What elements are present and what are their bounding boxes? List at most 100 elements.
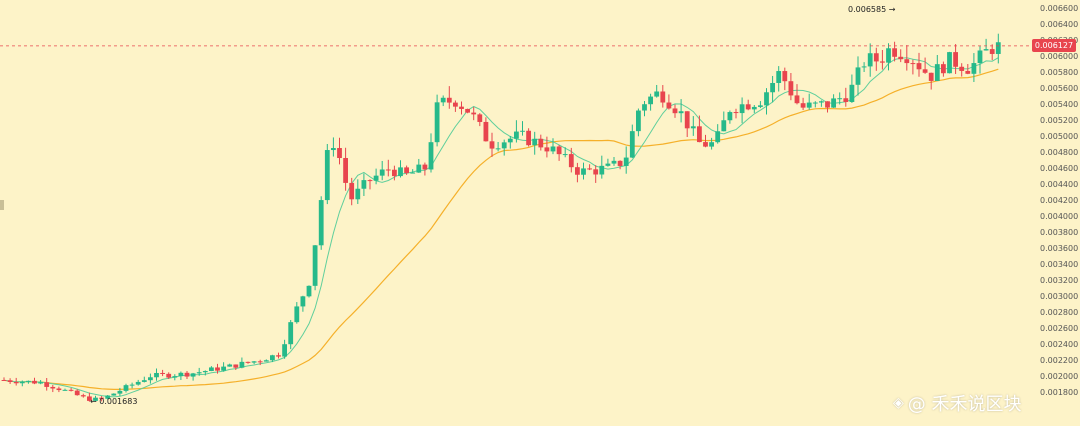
candle-up [514, 120, 519, 143]
candle-up [849, 74, 855, 103]
candle-down [1, 377, 7, 381]
candle-body [38, 382, 43, 384]
candle-up [654, 84, 660, 98]
watermark-text: @ 禾禾说区块 [907, 394, 1022, 415]
pane-resize-handle[interactable] [0, 200, 4, 210]
candle-body [355, 188, 361, 200]
candle-body [453, 102, 458, 107]
candle-body [257, 361, 263, 363]
candle-down [556, 144, 562, 161]
candle-body [178, 372, 184, 377]
y-axis: 0.0066000.0064000.0062000.0060000.005800… [1040, 4, 1078, 397]
candle-body [831, 98, 836, 108]
candle-up [379, 160, 385, 181]
candle-body [306, 285, 312, 297]
candle-down [32, 377, 37, 385]
candle-body [318, 200, 324, 246]
candle-up [623, 146, 629, 174]
candle-up [190, 372, 196, 381]
high-annotation: 0.006585 → [848, 5, 896, 14]
candle-down [697, 115, 702, 143]
candle-body [971, 63, 977, 74]
candle-up [373, 168, 379, 185]
candle-body [440, 97, 446, 103]
candle-body [324, 150, 330, 201]
candle-body [154, 372, 159, 378]
candle-body [727, 112, 733, 121]
candle-up [398, 160, 403, 178]
candle-up [38, 380, 43, 385]
candle-down [745, 99, 751, 111]
candle-body [892, 48, 897, 57]
candle-body [221, 366, 226, 371]
y-tick-label: 0.002600 [1040, 324, 1078, 333]
candle-down [471, 106, 477, 121]
candle-down [941, 61, 946, 77]
candle-up [300, 295, 306, 312]
candle-body [507, 138, 513, 143]
candle-body [44, 382, 50, 387]
candle-up [599, 155, 605, 179]
candle-body [349, 182, 355, 200]
candle-up [636, 108, 641, 137]
candle-up [855, 56, 861, 96]
candle-body [989, 49, 995, 54]
candle-body [898, 56, 904, 60]
candle-body [867, 53, 873, 67]
candle-up [501, 139, 507, 156]
candle-up [270, 354, 275, 363]
candle-down [660, 85, 666, 108]
candle-down [13, 377, 19, 386]
candle-body [849, 84, 855, 102]
candle-up [178, 371, 184, 380]
candle-up [410, 169, 416, 174]
last-price-tag: 0.006127 [1032, 39, 1076, 52]
candle-body [611, 160, 617, 164]
candle-up [715, 124, 721, 144]
candle-up [440, 95, 446, 107]
candle-up [135, 379, 141, 386]
candle-up [971, 53, 977, 82]
candle-up [581, 162, 586, 180]
candle-body [410, 172, 416, 174]
candle-down [446, 86, 452, 109]
candle-up [19, 380, 25, 387]
candle-body [202, 371, 208, 373]
candle-down [843, 87, 849, 107]
candle-up [434, 94, 440, 147]
candle-up [495, 141, 501, 152]
candle-body [19, 381, 25, 384]
candle-body [111, 393, 117, 396]
candle-body [209, 367, 214, 372]
candle-down [276, 352, 281, 359]
candle-up [123, 383, 129, 393]
candle-up [770, 75, 775, 103]
candle-body [770, 82, 775, 93]
candle-body [617, 160, 623, 166]
candle-body [446, 97, 452, 103]
candle-body [648, 96, 653, 105]
candle-body [812, 102, 818, 104]
candle-body [934, 64, 940, 81]
candle-down [672, 104, 678, 118]
y-tick-label: 0.001800 [1040, 388, 1078, 397]
candle-up [221, 362, 226, 372]
y-tick-label: 0.006600 [1040, 4, 1078, 13]
candle-body [62, 389, 68, 391]
candle-body [300, 296, 306, 307]
candle-body [544, 147, 550, 152]
candle-body [733, 112, 739, 114]
candle-down [74, 389, 80, 396]
candle-body [904, 59, 910, 64]
candle-body [123, 385, 129, 391]
candle-down [50, 384, 56, 393]
candle-up [642, 101, 647, 117]
candle-body [556, 146, 562, 155]
candle-down [44, 378, 50, 391]
candle-body [605, 163, 611, 166]
candle-body [489, 141, 495, 149]
candle-down [593, 165, 599, 183]
candle-body [379, 169, 385, 176]
candle-down [898, 49, 904, 63]
